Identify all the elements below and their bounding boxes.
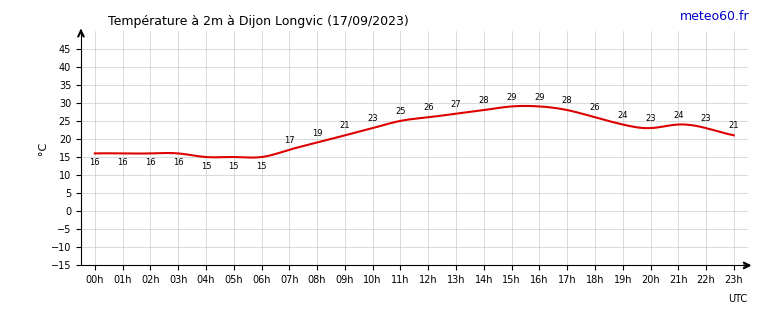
Text: 16: 16: [117, 158, 128, 167]
Text: 23: 23: [701, 114, 711, 123]
Text: 15: 15: [256, 162, 267, 171]
Text: 28: 28: [478, 96, 489, 105]
Text: 25: 25: [396, 107, 405, 116]
Text: 24: 24: [673, 111, 684, 120]
Text: 17: 17: [284, 136, 295, 145]
Text: 16: 16: [145, 158, 156, 167]
Text: 15: 15: [200, 162, 211, 171]
Text: 26: 26: [423, 103, 434, 112]
Text: 15: 15: [229, 162, 239, 171]
Text: 21: 21: [340, 122, 350, 131]
Text: 23: 23: [645, 114, 656, 123]
Text: 21: 21: [728, 122, 739, 131]
Text: UTC: UTC: [728, 294, 747, 304]
Text: 16: 16: [90, 158, 100, 167]
Text: 24: 24: [617, 111, 628, 120]
Text: 29: 29: [506, 92, 517, 101]
Text: 23: 23: [367, 114, 378, 123]
Text: 29: 29: [534, 92, 545, 101]
Text: 28: 28: [562, 96, 572, 105]
Y-axis label: °C: °C: [38, 141, 48, 155]
Text: Température à 2m à Dijon Longvic (17/09/2023): Température à 2m à Dijon Longvic (17/09/…: [108, 15, 409, 28]
Text: 27: 27: [451, 100, 461, 109]
Text: 26: 26: [590, 103, 601, 112]
Text: 19: 19: [312, 129, 322, 138]
Text: meteo60.fr: meteo60.fr: [680, 10, 750, 23]
Text: 16: 16: [173, 158, 184, 167]
